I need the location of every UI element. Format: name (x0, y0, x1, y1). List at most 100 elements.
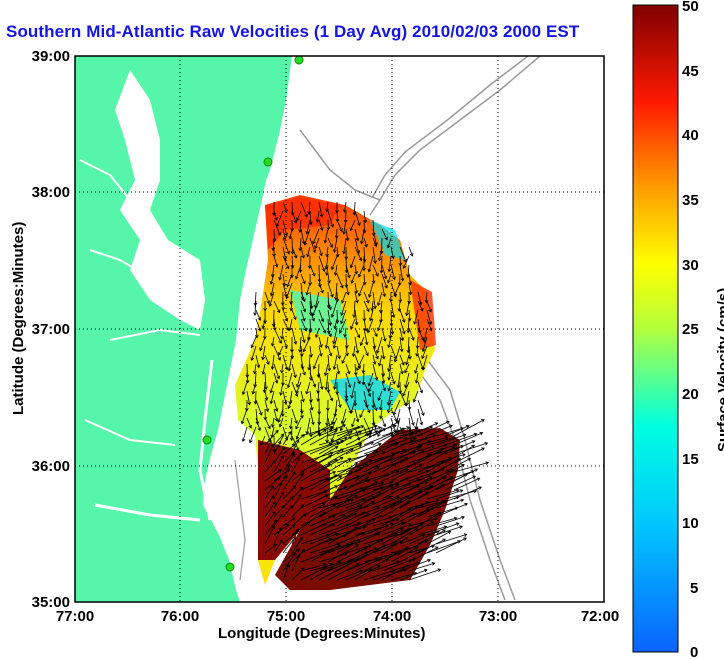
velocity-vector-head (377, 433, 381, 438)
velocity-vector-head (289, 307, 294, 312)
velocity-vector (381, 496, 409, 509)
velocity-vector-head (400, 370, 404, 375)
velocity-vector-head (323, 522, 328, 527)
velocity-vector (345, 372, 351, 388)
velocity-vector-head (303, 327, 308, 332)
velocity-vector-head (337, 355, 341, 360)
velocity-vector (318, 282, 324, 294)
velocity-vector (426, 309, 432, 325)
velocity-vector (345, 513, 370, 527)
velocity-vector (273, 327, 282, 344)
velocity-vector-head (272, 449, 277, 454)
velocity-vector-head (327, 280, 331, 284)
velocity-vector (270, 282, 275, 296)
velocity-vector (361, 228, 365, 244)
velocity-vector-head (330, 425, 335, 430)
velocity-vector-head (252, 370, 257, 375)
velocity-vector-head (273, 519, 277, 524)
velocity-vector-head (396, 421, 400, 425)
velocity-vector-head (322, 503, 326, 507)
velocity-vector-head (332, 345, 337, 350)
velocity-vector (381, 469, 409, 482)
velocity-vector (380, 408, 383, 419)
velocity-vector (318, 563, 349, 581)
velocity-vector (291, 513, 307, 527)
velocity-vector-head (268, 439, 272, 444)
velocity-vector-head (286, 384, 291, 389)
velocity-vector-head (296, 383, 300, 388)
velocity-vector-head (342, 250, 346, 255)
velocity-vector (264, 426, 271, 442)
velocity-vector-head (291, 444, 296, 448)
velocity-vector (316, 210, 320, 223)
velocity-vector-head (323, 372, 328, 377)
velocity-vector-head (399, 540, 404, 544)
velocity-vector-head (330, 266, 335, 271)
velocity-vector-head (379, 250, 384, 255)
velocity-vector-head (372, 361, 377, 365)
velocity-vector-head (357, 222, 361, 227)
velocity-vector (254, 291, 257, 306)
velocity-vector (390, 408, 398, 422)
velocity-vector (417, 500, 447, 518)
velocity-vector-head (391, 569, 396, 573)
velocity-vector (381, 457, 408, 473)
velocity-vector-head (326, 226, 331, 231)
velocity-vector (336, 539, 361, 554)
velocity-vector-head (424, 539, 429, 544)
velocity-vector-head (434, 546, 439, 550)
velocity-vector (426, 531, 451, 545)
velocity-vector (291, 363, 297, 378)
velocity-vector-head (278, 482, 283, 486)
velocity-vector (381, 363, 384, 377)
velocity-vector (399, 426, 407, 441)
velocity-vector-head (427, 440, 432, 444)
velocity-vector (264, 520, 277, 536)
velocity-vector (350, 318, 356, 330)
velocity-vector-head (335, 253, 340, 258)
velocity-vector-head (405, 312, 409, 317)
velocity-vector (327, 458, 351, 473)
velocity-vector-head (327, 463, 331, 467)
velocity-vector (372, 363, 378, 381)
velocity-vector (327, 417, 332, 432)
y-tick-label: 38:00 (32, 184, 70, 201)
velocity-vector-head (471, 440, 476, 444)
velocity-vector-head (284, 344, 288, 349)
velocity-vector-head (412, 557, 417, 561)
velocity-vector (381, 500, 411, 518)
velocity-vector-head (274, 380, 279, 384)
velocity-vector (363, 496, 392, 509)
velocity-vector-head (401, 427, 405, 432)
velocity-vector-head (322, 511, 327, 516)
velocity-vector (368, 372, 374, 386)
velocity-vector-head (302, 298, 306, 303)
velocity-vector (345, 363, 350, 374)
velocity-vector (291, 504, 304, 518)
colorbar-tick-label: 15 (682, 451, 699, 468)
velocity-vector-head (464, 473, 468, 477)
velocity-vector-head (461, 453, 466, 457)
velocity-vector (435, 427, 464, 437)
velocity-vector (273, 228, 275, 242)
velocity-vector (340, 309, 347, 324)
velocity-vector-head (311, 421, 315, 426)
velocity-vector (273, 372, 278, 384)
velocity-vector (363, 210, 366, 223)
velocity-vector (336, 444, 362, 455)
velocity-vector-head (342, 231, 347, 235)
velocity-vector-head (400, 278, 405, 282)
velocity-vector (381, 237, 383, 254)
velocity-vector-head (325, 253, 330, 258)
velocity-vector (273, 345, 281, 361)
velocity-vector (372, 273, 375, 284)
velocity-vector (399, 453, 431, 473)
velocity-vector-head (342, 424, 347, 428)
velocity-vector (444, 475, 476, 491)
velocity-vector-head (276, 309, 281, 314)
velocity-vector (444, 470, 474, 482)
velocity-vector (291, 537, 303, 554)
velocity-vector-head (296, 456, 301, 461)
velocity-vector (309, 399, 313, 410)
velocity-vector (406, 300, 410, 316)
